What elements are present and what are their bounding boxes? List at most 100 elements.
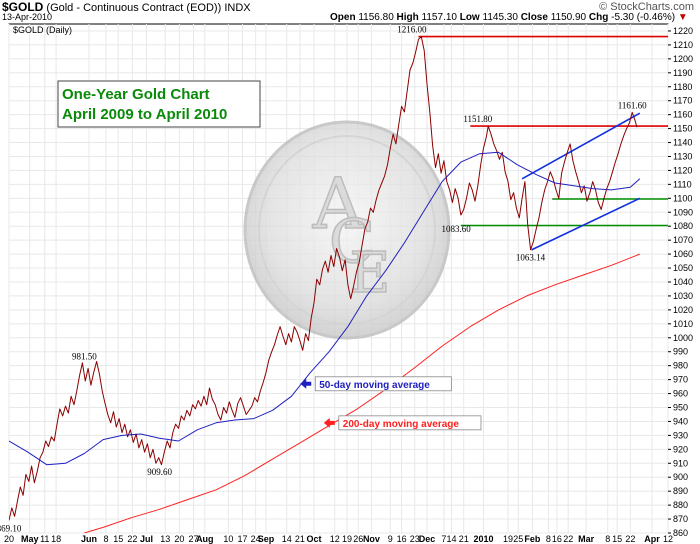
y-tick-label: 1130	[673, 151, 692, 161]
low-value: 1145.30	[482, 12, 518, 23]
callout-box	[338, 415, 482, 431]
x-tick-label: Sep	[258, 534, 275, 544]
x-tick-label: Aug	[196, 534, 214, 544]
y-tick-label: 1080	[673, 221, 693, 231]
x-tick-label: 12	[663, 534, 673, 544]
x-tick-label: 24	[251, 534, 261, 544]
y-tick-label: 880	[673, 500, 688, 510]
ma-callouts: 50-day moving average 200-day moving aver…	[300, 376, 482, 431]
y-tick-label: 1210	[673, 40, 693, 50]
y-tick-label: 990	[673, 347, 688, 357]
panel-label: $GOLD (Daily)	[13, 25, 72, 35]
svg-text:A: A	[312, 163, 365, 245]
y-tick-label: 860	[673, 528, 688, 538]
y-tick-label: 920	[673, 444, 688, 454]
callout-arrow-icon	[300, 378, 312, 389]
x-tick-label: 17	[237, 534, 247, 544]
series-price-line	[9, 36, 638, 521]
x-tick-label: 26	[353, 534, 363, 544]
x-tick-label: 16	[552, 534, 562, 544]
y-tick-label: 1020	[673, 305, 693, 315]
x-tick-label: 19	[342, 534, 352, 544]
y-tick-label: 970	[673, 375, 688, 385]
y-tick-label: 1200	[673, 54, 693, 64]
trendline-channel-lower	[531, 197, 641, 251]
x-tick-label: 22	[625, 534, 635, 544]
series-ma50-line	[9, 151, 641, 466]
close-label: Close	[520, 12, 548, 23]
x-tick-label: 13	[160, 534, 170, 544]
y-tick-label: 1110	[673, 179, 692, 189]
y-axis: 860 870 880 890 900 910 920 930 940 950 960 970 980 9…	[668, 26, 693, 538]
change-label: Chg	[588, 12, 609, 23]
x-tick-label: 8	[605, 534, 610, 544]
y-tick-label: 1180	[673, 82, 692, 92]
x-tick-label: 22	[127, 534, 137, 544]
x-tick-label: 18	[51, 534, 61, 544]
y-tick-label: 1090	[673, 207, 693, 217]
x-tick-label: Feb	[524, 534, 541, 544]
x-tick-label: 25	[513, 534, 523, 544]
y-tick-label: 1150	[673, 124, 692, 134]
callout-label: 200-day moving average	[343, 419, 460, 430]
chart-title-box: One-Year Gold Chart April 2009 to April …	[57, 80, 261, 128]
y-tick-label: 1190	[673, 68, 692, 78]
y-tick-label: 900	[673, 472, 688, 482]
symbol-description: (Gold - Continuous Contract (EOD))	[46, 2, 222, 14]
y-tick-label: 940	[673, 416, 688, 426]
y-tick-label: 1050	[673, 263, 693, 273]
x-tick-label: 21	[459, 534, 469, 544]
open-label: Open	[330, 12, 356, 23]
y-tick-label: 1100	[673, 193, 692, 203]
y-tick-label: 1120	[673, 165, 692, 175]
price-annotation-label: 1083.60	[442, 224, 472, 234]
x-tick-label: Nov	[363, 534, 380, 544]
y-tick-label: 1000	[673, 333, 693, 343]
y-tick-label: 1160	[673, 110, 692, 120]
x-tick-label: Jun	[81, 534, 97, 544]
x-tick-label: 22	[563, 534, 573, 544]
x-tick-label: 14	[282, 534, 292, 544]
x-tick-label: 7	[441, 534, 446, 544]
price-annotation-label: 981.50	[72, 352, 97, 362]
ohlc-readout: Open 1156.80 High 1157.10 Low 1145.30 Cl…	[330, 12, 688, 23]
x-tick-label: 21	[295, 534, 305, 544]
high-value: 1157.10	[421, 12, 457, 23]
y-tick-label: 890	[673, 486, 688, 496]
trendline-channel-upper	[521, 112, 641, 180]
x-tick-label: Jul	[140, 534, 153, 544]
x-tick-label: 12	[330, 534, 340, 544]
y-tick-label: 870	[673, 514, 688, 524]
y-tick-label: 1220	[673, 26, 693, 36]
y-tick-label: 1140	[673, 138, 692, 148]
y-tick-label: 910	[673, 458, 688, 468]
x-tick-label: 8	[103, 534, 108, 544]
x-tick-label: May	[21, 534, 39, 544]
y-tick-label: 980	[673, 361, 688, 371]
chart-lines	[9, 35, 668, 533]
x-tick-label: 11	[40, 534, 49, 544]
symbol-label: $GOLD	[2, 0, 44, 14]
y-tick-label: 1060	[673, 249, 693, 259]
x-tick-label: 2010	[473, 534, 493, 544]
close-value: 1150.90	[550, 12, 587, 23]
chart-header: $GOLD (Gold - Continuous Contract (EOD))…	[2, 0, 251, 14]
x-tick-label: 15	[113, 534, 123, 544]
y-tick-label: 950	[673, 402, 688, 412]
x-tick-label: 15	[612, 534, 622, 544]
y-tick-label: 930	[673, 430, 688, 440]
low-label: Low	[459, 12, 480, 23]
y-tick-label: 960	[673, 389, 688, 399]
brand-watermark-text: © StockCharts.com	[599, 1, 694, 13]
callout-label: 50-day moving average	[319, 380, 430, 391]
y-tick-label: 1170	[673, 96, 692, 106]
change-arrow-icon: ▼	[677, 12, 688, 23]
svg-text:C: C	[329, 207, 375, 277]
price-annotations: 869.10 981.50 909.60 1216.00 1151.80 1083.60 1…	[0, 25, 647, 534]
price-annotation-label: 909.60	[147, 467, 172, 477]
x-tick-label: 14	[446, 534, 456, 544]
x-tick-label: Oct	[307, 534, 322, 544]
x-tick-label: Dec	[419, 534, 436, 544]
